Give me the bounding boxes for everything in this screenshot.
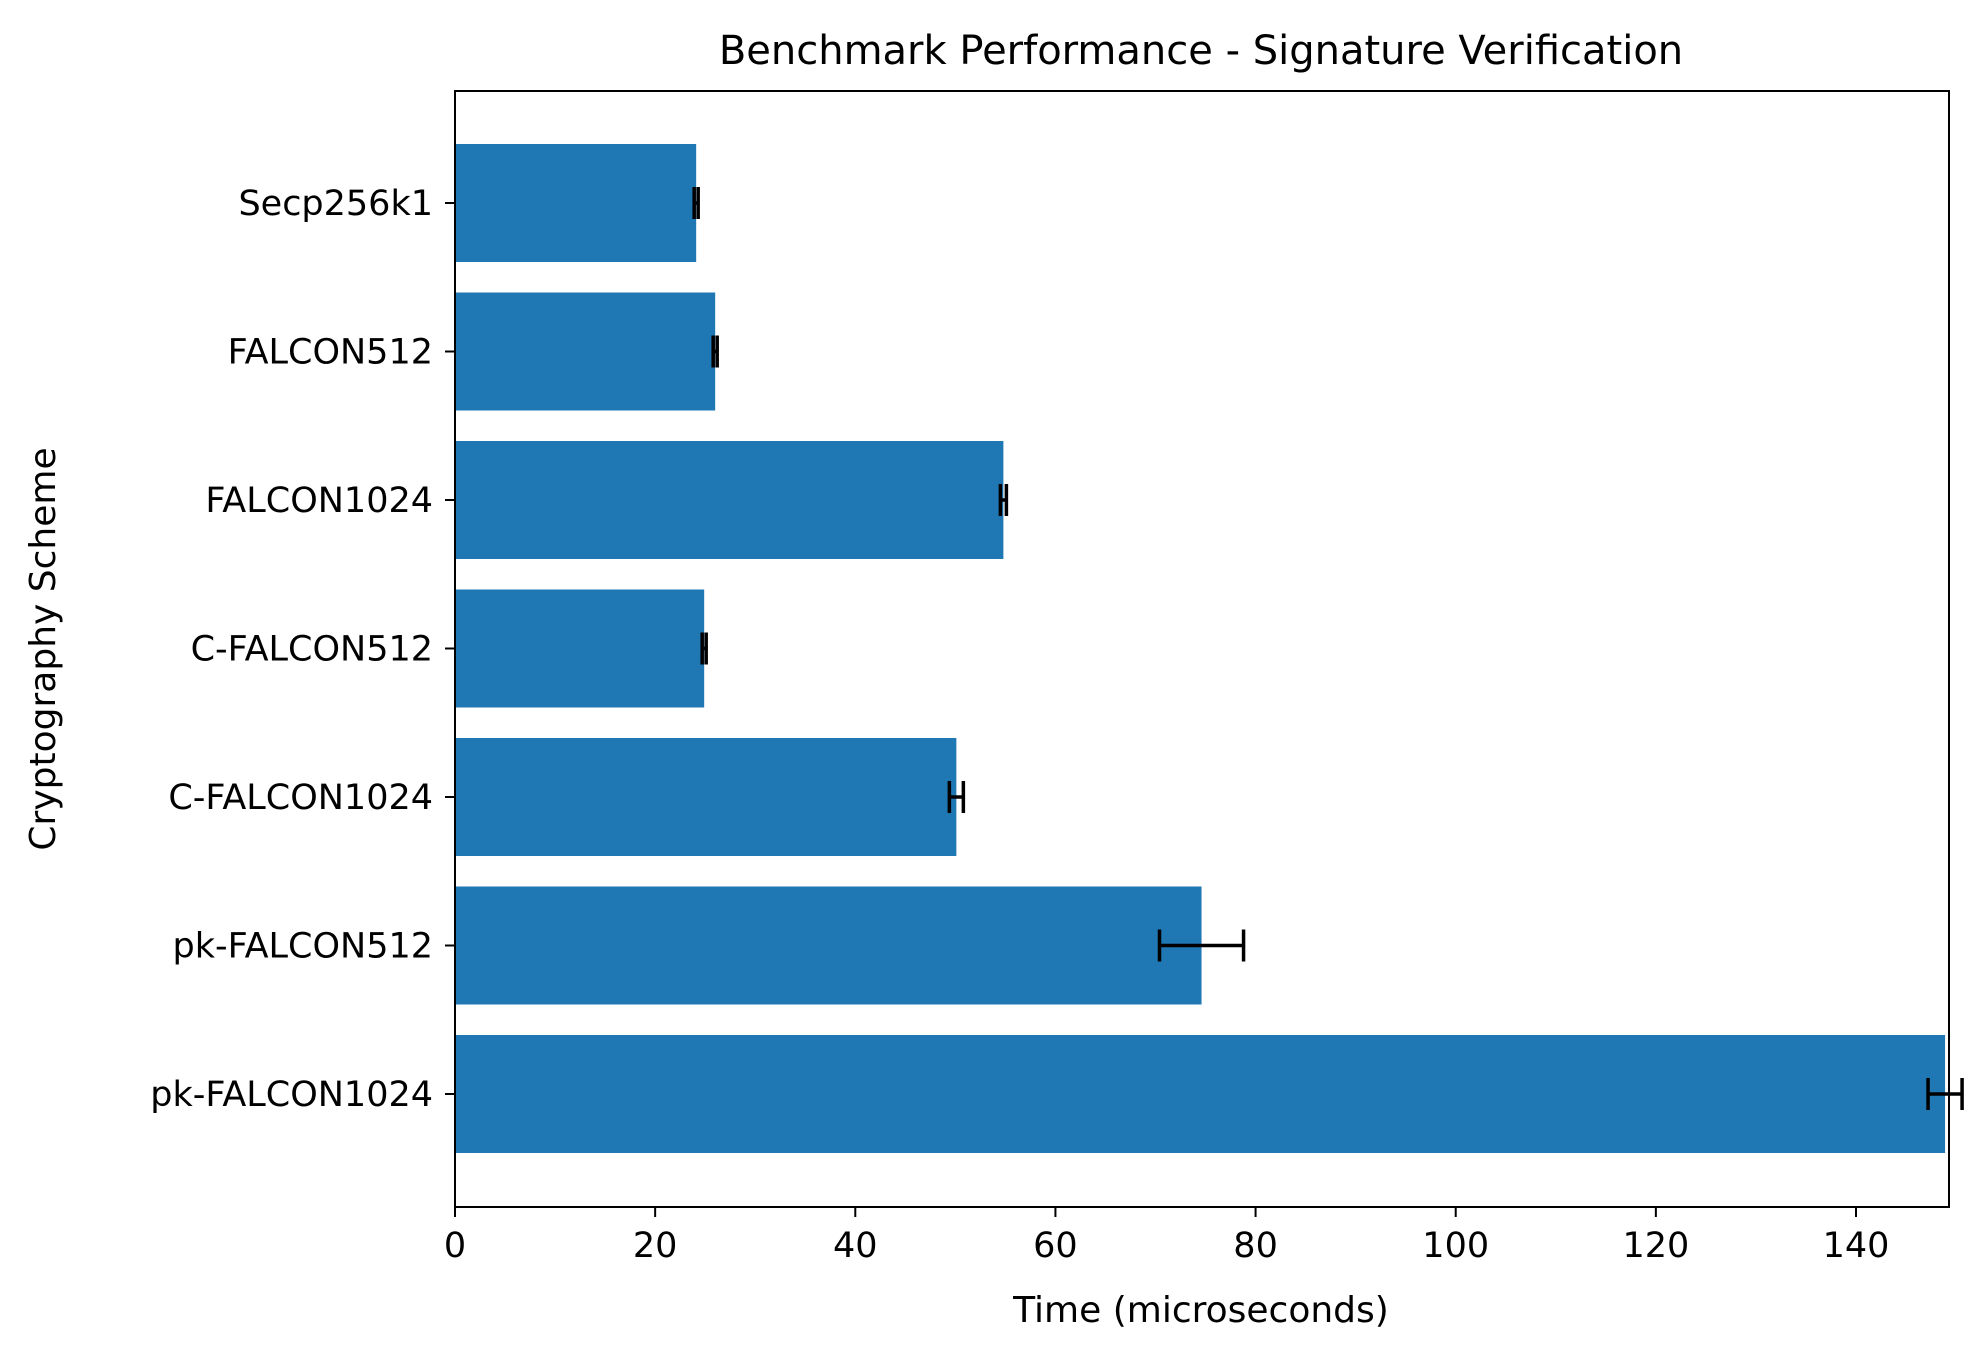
y-tick-label: C-FALCON1024 (168, 778, 433, 818)
x-tick-label: 0 (444, 1226, 466, 1266)
x-tick-label: 100 (1422, 1226, 1489, 1266)
chart-title: Benchmark Performance - Signature Verifi… (719, 28, 1683, 74)
y-tick-label: pk-FALCON512 (173, 927, 433, 967)
bar (455, 738, 957, 856)
x-tick-label: 140 (1823, 1226, 1890, 1266)
bar (455, 144, 697, 262)
y-tick-label: pk-FALCON1024 (150, 1075, 433, 1115)
bar (455, 589, 705, 708)
bar (455, 1035, 1946, 1153)
x-tick-label: 120 (1622, 1226, 1689, 1266)
y-tick-label: FALCON1024 (205, 481, 433, 521)
bar (455, 292, 716, 411)
y-axis-label: Cryptography Scheme (23, 447, 64, 850)
x-tick-label: 40 (833, 1226, 878, 1266)
y-tick-label: C-FALCON512 (191, 630, 433, 670)
x-tick-label: 60 (1033, 1226, 1078, 1266)
y-axis: Secp256k1 FALCON512 FALCON1024 C-FALCON512 C… (150, 184, 455, 1115)
error-bars-group (692, 187, 1964, 1110)
x-axis: 0 20 40 60 80 100 120 140 (444, 1207, 1890, 1266)
y-tick-label: Secp256k1 (238, 184, 433, 224)
y-tick-label: FALCON512 (228, 333, 433, 373)
x-tick-label: 80 (1233, 1226, 1278, 1266)
bars-group (455, 144, 1946, 1153)
bar (455, 886, 1202, 1005)
x-axis-label: Time (microseconds) (1012, 1290, 1389, 1331)
x-tick-label: 20 (633, 1226, 678, 1266)
bar (455, 441, 1004, 559)
